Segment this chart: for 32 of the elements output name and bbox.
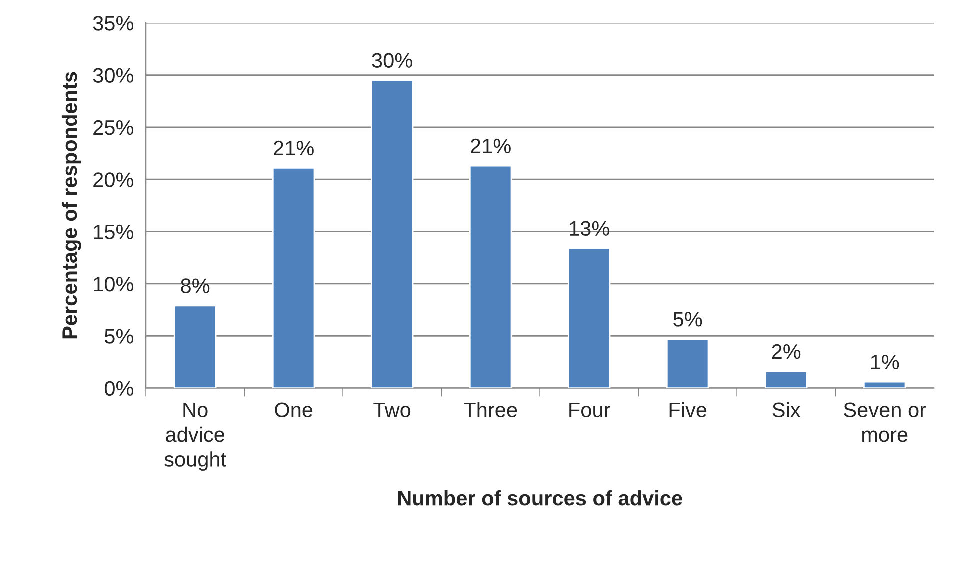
x-tick-label: Five	[670, 402, 707, 418]
y-tick-label: 5%	[104, 329, 134, 344]
x-tick-label: Three	[464, 402, 518, 418]
data-label: 1%	[871, 354, 900, 370]
y-tick-label: 0%	[104, 381, 134, 396]
bar	[568, 248, 611, 388]
bar	[370, 80, 414, 388]
x-tick-label: No advice sought	[164, 402, 226, 472]
x-tick-label: One	[275, 402, 313, 418]
data-label: 30%	[372, 53, 412, 68]
data-label: 21%	[471, 138, 511, 154]
bar	[272, 167, 316, 388]
data-label: 5%	[674, 312, 702, 327]
x-tick-label: Two	[374, 402, 411, 418]
x-tick-label: Seven or more	[844, 402, 926, 442]
bar	[174, 305, 217, 388]
x-tick-label: Six	[772, 402, 801, 418]
bar	[666, 338, 710, 388]
y-tick-label: 35%	[93, 16, 134, 31]
bar	[764, 370, 808, 388]
y-tick-label: 10%	[94, 276, 134, 292]
y-tick-label: 20%	[94, 172, 134, 188]
data-label: 2%	[772, 344, 801, 360]
y-tick-label: 25%	[94, 120, 134, 136]
x-tick-label: Four	[570, 402, 610, 418]
bar	[863, 381, 906, 388]
bar	[469, 165, 512, 388]
y-tick-label: 30%	[93, 68, 134, 84]
data-label: 21%	[274, 140, 314, 156]
y-tick-label: 15%	[94, 224, 134, 240]
y-axis-title: Percentage of respondents	[62, 72, 82, 339]
x-axis-title: Number of sources of advice	[398, 490, 682, 506]
